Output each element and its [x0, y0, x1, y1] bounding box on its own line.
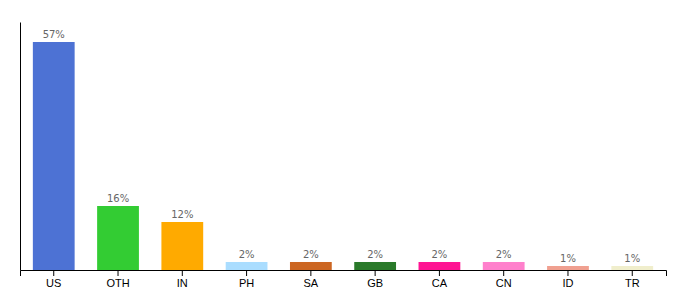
x-tick-label: CN: [496, 277, 512, 289]
bar: [161, 222, 203, 270]
x-tick-mark: [503, 270, 504, 276]
x-tick-label: TR: [625, 277, 640, 289]
bar: [611, 266, 653, 270]
bar: [547, 266, 589, 270]
x-tick-label: US: [46, 277, 61, 289]
x-tick-label: ID: [562, 277, 573, 289]
chart: US OTH IN PH SA GB CA CN ID TR 57% 16% 12% 2% 2% 2% 2% 2%…: [0, 0, 680, 300]
data-labels: 57% 16% 12% 2% 2% 2% 2% 2% 1% 1%: [43, 29, 641, 264]
x-tick-mark: [310, 270, 311, 276]
x-tick: CA: [432, 270, 448, 289]
x-tick-label: GB: [367, 277, 383, 289]
bar: [97, 206, 139, 270]
bar: [354, 262, 396, 270]
bar: [226, 262, 268, 270]
x-tick: OTH: [106, 270, 129, 289]
data-label: 2%: [431, 249, 447, 260]
x-tick: GB: [367, 270, 383, 289]
data-label: 2%: [496, 249, 512, 260]
y-axis: [20, 23, 21, 271]
data-label: 16%: [107, 193, 129, 204]
x-axis-line: [21, 271, 667, 277]
x-tick: US: [46, 270, 61, 289]
x-tick-mark: [439, 270, 440, 276]
bar: [419, 262, 461, 270]
x-tick: SA: [304, 270, 319, 289]
data-label: 2%: [367, 249, 383, 260]
x-tick: TR: [625, 270, 640, 289]
x-tick-mark: [118, 270, 119, 276]
x-tick: CN: [496, 270, 512, 289]
bars: [33, 42, 653, 270]
x-tick-label: SA: [304, 277, 319, 289]
data-label: 2%: [303, 249, 319, 260]
x-tick-mark: [632, 270, 633, 276]
bar: [483, 262, 525, 270]
data-label: 57%: [43, 29, 65, 40]
x-tick-label: CA: [432, 277, 448, 289]
plot: US OTH IN PH SA GB CA CN ID TR 57% 16% 12% 2% 2% 2% 2% 2%…: [21, 23, 667, 289]
data-label: 1%: [560, 253, 576, 264]
x-tick-mark: [246, 270, 247, 276]
x-axis: US OTH IN PH SA GB CA CN ID TR: [21, 270, 667, 289]
data-label: 1%: [624, 253, 640, 264]
x-tick-label: PH: [239, 277, 254, 289]
data-label: 12%: [171, 209, 193, 220]
x-tick-mark: [53, 270, 54, 276]
x-tick: PH: [239, 270, 254, 289]
bar: [33, 42, 75, 270]
x-tick: IN: [177, 270, 188, 289]
x-tick-label: OTH: [106, 277, 129, 289]
bar: [290, 262, 332, 270]
x-tick-mark: [567, 270, 568, 276]
y-axis-line: [20, 23, 21, 271]
x-tick-label: IN: [177, 277, 188, 289]
x-tick: ID: [562, 270, 573, 289]
x-tick-mark: [182, 270, 183, 276]
data-label: 2%: [239, 249, 255, 260]
x-tick-mark: [375, 270, 376, 276]
